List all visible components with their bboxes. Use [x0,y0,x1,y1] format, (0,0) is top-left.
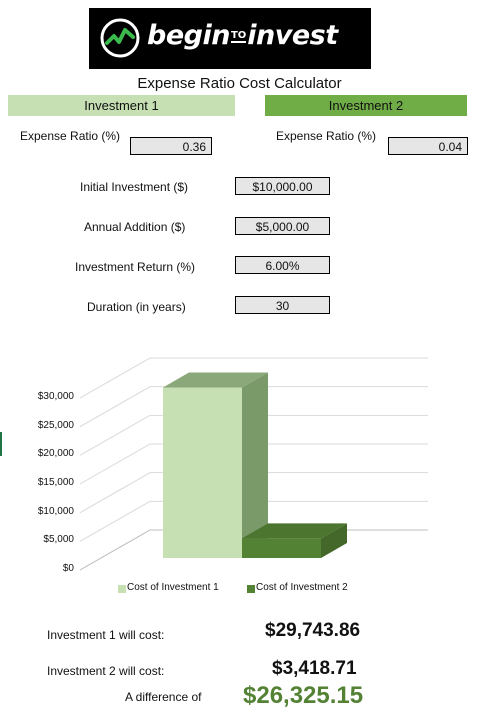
y-tick-label: $25,000 [37,419,74,431]
logo-chart-icon [100,18,140,58]
initial-investment-field[interactable]: $10,000.00 [235,177,330,195]
chart-gridline [79,472,428,514]
annual-addition-label: Annual Addition ($) [84,220,186,234]
cost-chart: $0 $5,000 $10,000 $15,000 $20,000 $25,000 $30,… [0,340,479,600]
investment-1-header: Investment 1 [8,95,235,116]
legend-swatch-1 [118,585,126,593]
chart-gridline [79,500,428,542]
y-tick-label: $30,000 [37,391,74,402]
investment-2-cost-value: $3,418.71 [272,658,357,679]
investment-1-cost-label: Investment 1 will cost: [47,628,165,642]
expense-ratio-1-label: Expense Ratio (%) [20,129,121,143]
legend-swatch-2 [247,585,255,593]
y-tick-label: $5,000 [43,534,74,546]
annual-addition-field[interactable]: $5,000.00 [235,217,330,235]
investment-2-header: Investment 2 [265,95,467,116]
investment-1-cost-value: $29,743.86 [265,620,361,641]
chart-gridline [79,357,428,399]
investment-2-cost-label: Investment 2 will cost: [47,664,165,678]
logo: beginTOinvest [89,8,371,69]
cell-selection-marker [0,432,2,456]
expense-ratio-1-field[interactable]: 0.36 [130,137,212,155]
difference-label: A difference of [125,690,202,704]
y-tick-label: $15,000 [37,477,74,488]
investment-return-label: Investment Return (%) [75,260,196,274]
investment-return-field[interactable]: 6.00% [235,256,330,274]
chart-gridline [79,443,428,485]
legend-item-2: Cost of Investment 2 [256,582,348,593]
y-tick-label: $20,000 [37,448,74,460]
y-tick-label: $0 [62,563,74,574]
chart-gridline [79,386,428,428]
expense-ratio-2-field[interactable]: 0.04 [388,137,468,155]
page-title: Expense Ratio Cost Calculator [137,75,342,92]
logo-wordmark: beginTOinvest [147,20,338,51]
chart-bar-2 [242,523,347,558]
duration-label: Duration (in years) [87,300,186,314]
chart-bars [163,372,347,558]
initial-investment-label: Initial Investment ($) [80,180,189,194]
cost-chart-plot [79,357,428,571]
legend-item-1: Cost of Investment 1 [127,582,219,593]
chart-gridline [79,414,428,456]
duration-field[interactable]: 30 [235,296,330,314]
expense-ratio-2-label: Expense Ratio (%) [276,129,377,143]
y-tick-label: $10,000 [37,505,74,517]
chart-bar-1 [163,372,268,558]
difference-value: $26,325.15 [243,682,364,709]
